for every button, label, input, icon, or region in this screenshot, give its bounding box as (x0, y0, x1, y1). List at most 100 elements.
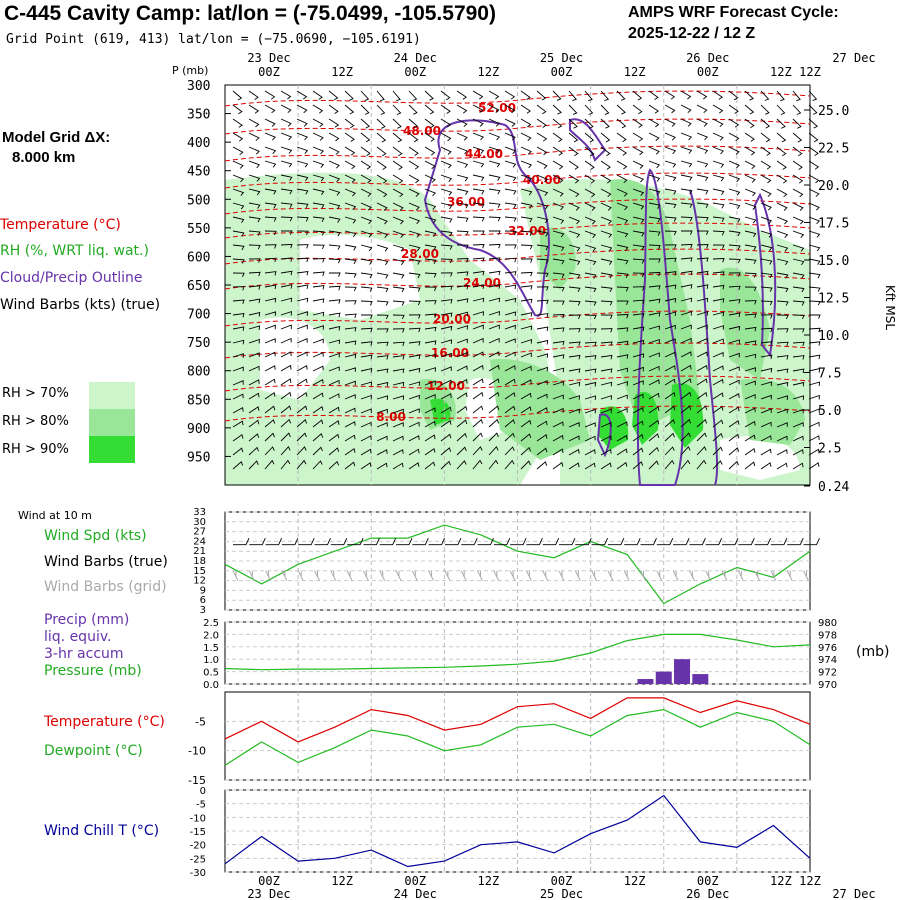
upper-barb (248, 406, 260, 414)
upper-barb (648, 312, 661, 317)
upper-barb (568, 395, 580, 400)
upper-barb (792, 272, 805, 279)
upper-barb (712, 284, 725, 290)
true-barb (347, 537, 364, 546)
upper-barb (296, 351, 308, 358)
upper-barb (328, 406, 340, 414)
upper-barb (488, 297, 501, 303)
upper-barb (344, 188, 356, 197)
grid-barb (379, 570, 386, 581)
upper-barb (456, 432, 468, 442)
upper-barb (376, 381, 389, 387)
upper-barb (360, 202, 372, 211)
upper-barb (440, 216, 453, 223)
bottom-date-label-2: 25 Dec (540, 887, 583, 900)
upper-barb (776, 300, 789, 306)
upper-barb (312, 258, 325, 263)
upper-barb (568, 341, 581, 346)
upper-barb (408, 118, 419, 129)
upper-barb (280, 405, 292, 414)
upper-barb (760, 160, 772, 170)
upper-barb (472, 132, 484, 141)
grid-barb (525, 570, 532, 581)
upper-barb (312, 433, 324, 442)
upper-barb (456, 258, 469, 263)
upper-barb (632, 447, 644, 456)
upper-barb (248, 174, 261, 182)
upper-barb (616, 394, 628, 400)
upper-barb (264, 188, 277, 195)
upper-barb (520, 325, 533, 331)
upper-barb (728, 312, 741, 318)
upper-barb (728, 325, 741, 331)
upper-barb (648, 132, 660, 141)
upper-barb (632, 188, 645, 197)
upper-barb (344, 327, 357, 332)
upper-barb (520, 174, 533, 182)
upper-barb (312, 132, 324, 141)
upper-barb (456, 365, 468, 372)
upper-barb (264, 104, 276, 114)
pressure-tick-700: 700 (187, 308, 210, 323)
bottom-hour-label-1: 12Z (331, 874, 353, 888)
upper-barb (520, 446, 532, 456)
grid-barb (623, 570, 630, 581)
temp-contour-4 (224, 198, 811, 215)
chill-ytick-6: -30 (190, 868, 206, 879)
upper-barb (248, 392, 260, 400)
upper-barb (264, 365, 276, 372)
true-barb (249, 537, 266, 546)
upper-barb (664, 257, 677, 263)
upper-barb (584, 328, 597, 333)
upper-barb (248, 244, 261, 250)
upper-barb (552, 367, 565, 373)
upper-barb (440, 393, 452, 400)
true-barb (314, 537, 331, 546)
upper-barb (296, 446, 307, 456)
upper-barb (456, 460, 467, 470)
upper-barb (328, 174, 341, 183)
upper-barb (504, 90, 516, 100)
upper-barb (776, 188, 788, 198)
chill-ytick-1: -5 (196, 800, 206, 811)
upper-barb (744, 160, 756, 170)
upper-barb (808, 421, 820, 428)
top-date-label-2: 25 Dec (540, 51, 583, 65)
upper-barb (712, 432, 724, 442)
upper-barb (312, 352, 324, 358)
upper-barb (248, 104, 260, 114)
upper-barb (664, 271, 677, 276)
upper-barb (248, 188, 261, 196)
upper-barb (552, 230, 565, 238)
upper-barb (280, 90, 292, 100)
chill-ytick-3: -15 (190, 827, 206, 838)
upper-barb (248, 460, 259, 470)
upper-barb (712, 132, 724, 141)
upper-barb (760, 408, 772, 414)
precip-label-2: liq. equiv. (44, 629, 112, 645)
upper-barb (648, 379, 660, 386)
upper-barb (328, 312, 341, 318)
upper-barb (648, 325, 661, 331)
upper-barb (808, 90, 818, 102)
upper-barb (648, 244, 661, 250)
forecast-cycle-line1: AMPS WRF Forecast Cycle: (628, 4, 839, 21)
upper-barb (504, 378, 516, 386)
upper-barb (584, 422, 596, 428)
upper-barb (472, 432, 483, 442)
upper-barb (568, 368, 581, 373)
upper-barb (328, 90, 339, 101)
upper-barb (696, 364, 708, 372)
upper-barb (456, 298, 469, 303)
upper-barb (360, 421, 372, 428)
upper-barb (440, 90, 451, 101)
upper-barb (232, 339, 245, 345)
upper-barb (408, 448, 420, 456)
upper-barb (600, 422, 612, 428)
upper-barb (600, 435, 612, 442)
upper-barb (424, 174, 436, 183)
top-hour-label-7: 12Z (770, 65, 792, 79)
upper-barb (696, 337, 708, 344)
upper-barb (504, 365, 516, 372)
upper-barb (280, 216, 293, 222)
